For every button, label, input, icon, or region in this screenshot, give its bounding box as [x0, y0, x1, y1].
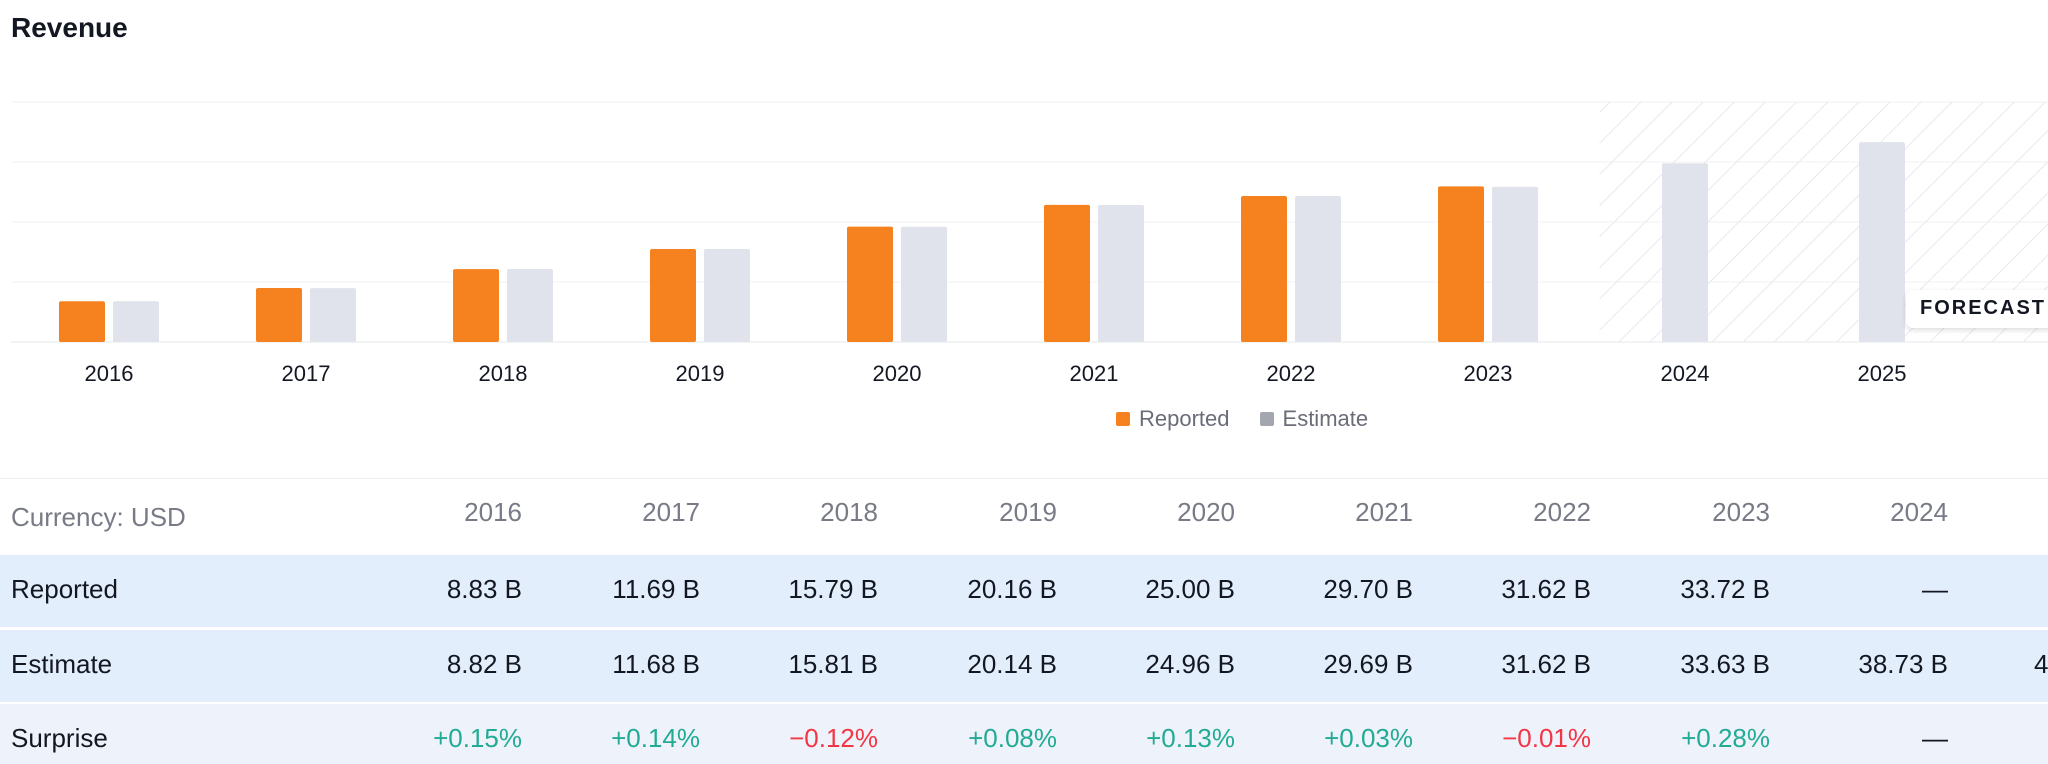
bar-reported-2017 — [256, 288, 302, 342]
table-header-year: 2022 — [1533, 497, 1591, 527]
table-cell: +0.15% — [433, 723, 522, 753]
table-cell: 31.62 B — [1501, 649, 1591, 679]
table-cell: 33.72 B — [1680, 574, 1770, 604]
bar-estimate-2020 — [901, 226, 947, 342]
table-row-surprise: Surprise +0.15% +0.14% −0.12% +0.08% +0.13% +… — [0, 704, 2048, 764]
table-cell-overflow: 4 — [2034, 649, 2048, 679]
table-cell: 33.63 B — [1680, 649, 1770, 679]
row-label-estimate: Estimate — [11, 649, 113, 679]
forecast-badge: FORECAST — [1906, 290, 2048, 328]
table-cell: 25.00 B — [1145, 574, 1235, 604]
bar-estimate-2017 — [310, 288, 356, 342]
legend-swatch-reported — [1116, 412, 1130, 426]
bar-estimate-2018 — [507, 269, 553, 342]
legend-item-reported[interactable]: Reported — [1116, 406, 1230, 432]
chart-title: Revenue — [11, 12, 128, 43]
table-cell: −0.01% — [1502, 723, 1591, 753]
table-cell: 15.81 B — [788, 649, 878, 679]
table-cell: 8.82 B — [446, 649, 522, 679]
bar-estimate-2016 — [113, 301, 159, 342]
row-label-surprise: Surprise — [11, 723, 108, 753]
table-header-year: 2016 — [464, 497, 522, 527]
table-cell: 29.70 B — [1323, 574, 1413, 604]
x-tick-label: 2016 — [85, 361, 134, 386]
table-header-year: 2020 — [1177, 497, 1235, 527]
table-cell: 29.69 B — [1323, 649, 1413, 679]
table-cell: +0.08% — [968, 723, 1057, 753]
table-cell: 11.69 B — [612, 574, 700, 604]
table-cell: 31.62 B — [1501, 574, 1591, 604]
table-cell: +0.14% — [611, 723, 700, 753]
legend-label-estimate: Estimate — [1282, 406, 1369, 431]
x-tick-label: 2018 — [479, 361, 528, 386]
table-cell: 20.16 B — [967, 574, 1057, 604]
bar-reported-2021 — [1044, 204, 1090, 342]
table-cell: −0.12% — [789, 723, 878, 753]
x-tick-label: 2017 — [282, 361, 331, 386]
table-header-year: 2023 — [1712, 497, 1770, 527]
table-cell: 15.79 B — [788, 574, 878, 604]
chart-legend: Reported Estimate — [1116, 406, 1398, 432]
table-cell: — — [1922, 574, 1948, 604]
table-cell: 20.14 B — [967, 649, 1057, 679]
revenue-bar-chart: 2016 2017 2018 2019 2020 2021 2022 2023 2024 2025 — [11, 101, 2048, 386]
table-cell: — — [1922, 723, 1948, 753]
x-tick-label: 2024 — [1661, 361, 1710, 386]
x-tick-label: 2023 — [1464, 361, 1513, 386]
table-cell: 24.96 B — [1145, 649, 1235, 679]
bar-estimate-2022 — [1295, 196, 1341, 342]
table-cell: +0.03% — [1324, 723, 1413, 753]
bar-estimate-2023 — [1492, 186, 1538, 342]
bar-reported-2016 — [59, 301, 105, 342]
x-tick-label: 2022 — [1267, 361, 1316, 386]
x-tick-label: 2019 — [676, 361, 725, 386]
table-header-year: 2021 — [1355, 497, 1413, 527]
table-cell: 8.83 B — [446, 574, 522, 604]
legend-label-reported: Reported — [1139, 406, 1230, 431]
table-cell: +0.13% — [1146, 723, 1235, 753]
table-cell: +0.28% — [1681, 723, 1770, 753]
bar-reported-2023 — [1438, 186, 1484, 342]
legend-item-estimate[interactable]: Estimate — [1259, 406, 1369, 432]
table-row-reported: Reported 8.83 B 11.69 B 15.79 B 20.16 B 25.0… — [0, 555, 2048, 627]
bar-estimate-2024 — [1662, 163, 1708, 342]
table-cell: 11.68 B — [612, 649, 700, 679]
x-tick-label: 2020 — [873, 361, 922, 386]
table-header-year: 2018 — [820, 497, 878, 527]
x-tick-label: 2021 — [1070, 361, 1119, 386]
bar-estimate-2025 — [1859, 142, 1905, 342]
bar-reported-2022 — [1241, 196, 1287, 342]
x-tick-label: 2025 — [1858, 361, 1907, 386]
section-divider — [0, 478, 2048, 479]
table-header-year: 2019 — [999, 497, 1057, 527]
bar-estimate-2021 — [1098, 204, 1144, 342]
bar-reported-2019 — [650, 248, 696, 342]
legend-swatch-estimate — [1259, 412, 1274, 426]
table-row-estimate: Estimate 8.82 B 11.68 B 15.81 B 20.14 B 24.9… — [0, 630, 2048, 702]
table-header-row: Currency: USD 2016 2017 2018 2019 2020 2021 20… — [0, 480, 2048, 554]
bar-estimate-2019 — [704, 249, 750, 342]
table-header-year: 2017 — [642, 497, 700, 527]
table-header-year: 2024 — [1890, 497, 1948, 527]
table-cell: 38.73 B — [1858, 649, 1948, 679]
currency-label: Currency: USD — [11, 502, 186, 532]
bar-reported-2018 — [453, 269, 499, 342]
row-label-reported: Reported — [11, 574, 118, 604]
bar-reported-2020 — [847, 226, 893, 342]
